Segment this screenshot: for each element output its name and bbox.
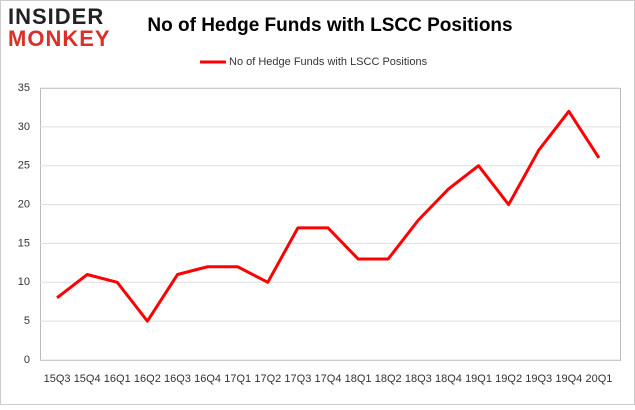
x-tick-label: 20Q1 (585, 373, 612, 385)
x-tick-label: 15Q3 (44, 373, 71, 385)
x-tick-label: 17Q4 (315, 373, 342, 385)
y-tick-label: 25 (18, 160, 30, 172)
x-tick-label: 16Q4 (194, 373, 221, 385)
logo-line2: MONKEY (8, 26, 111, 51)
x-tick-label: 16Q2 (134, 373, 161, 385)
x-tick-label: 17Q2 (254, 373, 281, 385)
x-tick-label: 18Q3 (405, 373, 432, 385)
logo-line1: INSIDER (8, 4, 104, 29)
y-tick-label: 5 (24, 315, 30, 327)
x-tick-label: 16Q3 (164, 373, 191, 385)
y-tick-label: 15 (18, 237, 30, 249)
data-line (56, 109, 601, 323)
y-tick-label: 10 (18, 276, 30, 288)
y-tick-label: 30 (18, 121, 30, 133)
x-tick-label: 15Q4 (74, 373, 101, 385)
y-tick-label: 0 (24, 354, 30, 366)
y-tick-label: 35 (18, 82, 30, 94)
legend-label: No of Hedge Funds with LSCC Positions (229, 56, 428, 68)
x-tick-label: 16Q1 (104, 373, 131, 385)
y-tick-label: 20 (18, 198, 30, 210)
x-tick-label: 17Q1 (224, 373, 251, 385)
x-tick-label: 18Q4 (435, 373, 462, 385)
x-tick-label: 19Q1 (465, 373, 492, 385)
x-tick-label: 19Q4 (555, 373, 582, 385)
x-tick-label: 19Q3 (525, 373, 552, 385)
x-tick-label: 18Q2 (375, 373, 402, 385)
x-tick-label: 19Q2 (495, 373, 522, 385)
x-tick-label: 17Q3 (284, 373, 311, 385)
x-tick-label: 18Q1 (345, 373, 372, 385)
chart-title: No of Hedge Funds with LSCC Positions (147, 15, 512, 36)
